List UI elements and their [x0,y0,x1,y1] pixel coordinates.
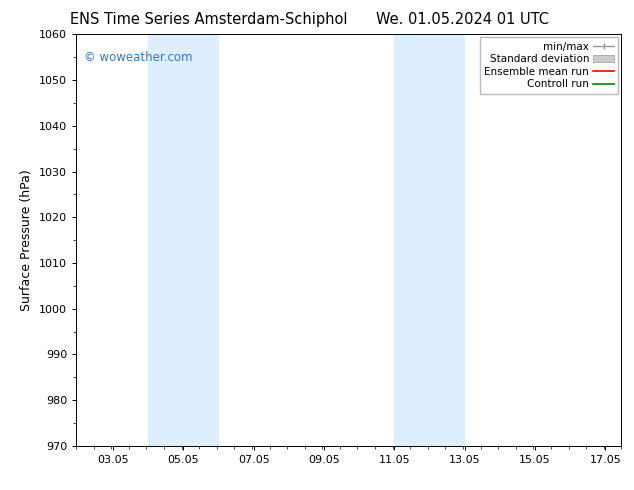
Text: ENS Time Series Amsterdam-Schiphol: ENS Time Series Amsterdam-Schiphol [70,12,348,27]
Y-axis label: Surface Pressure (hPa): Surface Pressure (hPa) [20,169,34,311]
Legend: min/max, Standard deviation, Ensemble mean run, Controll run: min/max, Standard deviation, Ensemble me… [480,37,618,94]
Bar [394,34,465,446]
Bar [148,34,219,446]
Text: © woweather.com: © woweather.com [84,51,193,64]
Text: We. 01.05.2024 01 UTC: We. 01.05.2024 01 UTC [377,12,549,27]
